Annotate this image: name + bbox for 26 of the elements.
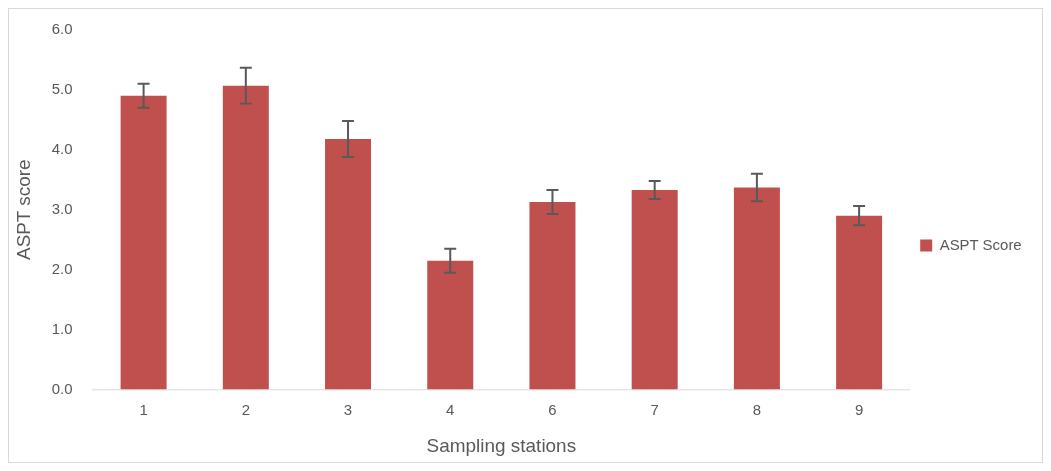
bar: [836, 215, 883, 390]
y-axis-title: ASPT score: [12, 159, 34, 260]
x-axis-title: Sampling stations: [426, 434, 577, 456]
bar: [120, 95, 167, 390]
y-tick-label: 2.0: [51, 259, 73, 277]
x-tick-label: 3: [343, 400, 353, 418]
x-tick-label: 1: [139, 400, 148, 418]
bar: [631, 189, 678, 390]
legend-label: ASPT Score: [939, 235, 1022, 253]
x-tick-label: 2: [241, 400, 250, 418]
y-tick-label: 0.0: [51, 379, 73, 397]
y-tick-label: 3.0: [51, 199, 73, 217]
y-tick-label: 1.0: [51, 319, 73, 337]
y-tick-label: 4.0: [51, 139, 73, 157]
x-tick-label: 4: [446, 400, 455, 418]
bar: [325, 138, 372, 390]
x-tick-label: 8: [752, 400, 762, 418]
bar: [733, 187, 780, 390]
x-tick-label: 7: [650, 400, 659, 418]
x-tick-label: 6: [548, 400, 557, 418]
bar: [529, 201, 576, 390]
bar: [222, 85, 269, 390]
y-tick-label: 5.0: [51, 79, 73, 97]
x-tick-label: 9: [854, 400, 864, 418]
y-tick-label: 6.0: [51, 20, 73, 38]
bar: [427, 260, 474, 390]
